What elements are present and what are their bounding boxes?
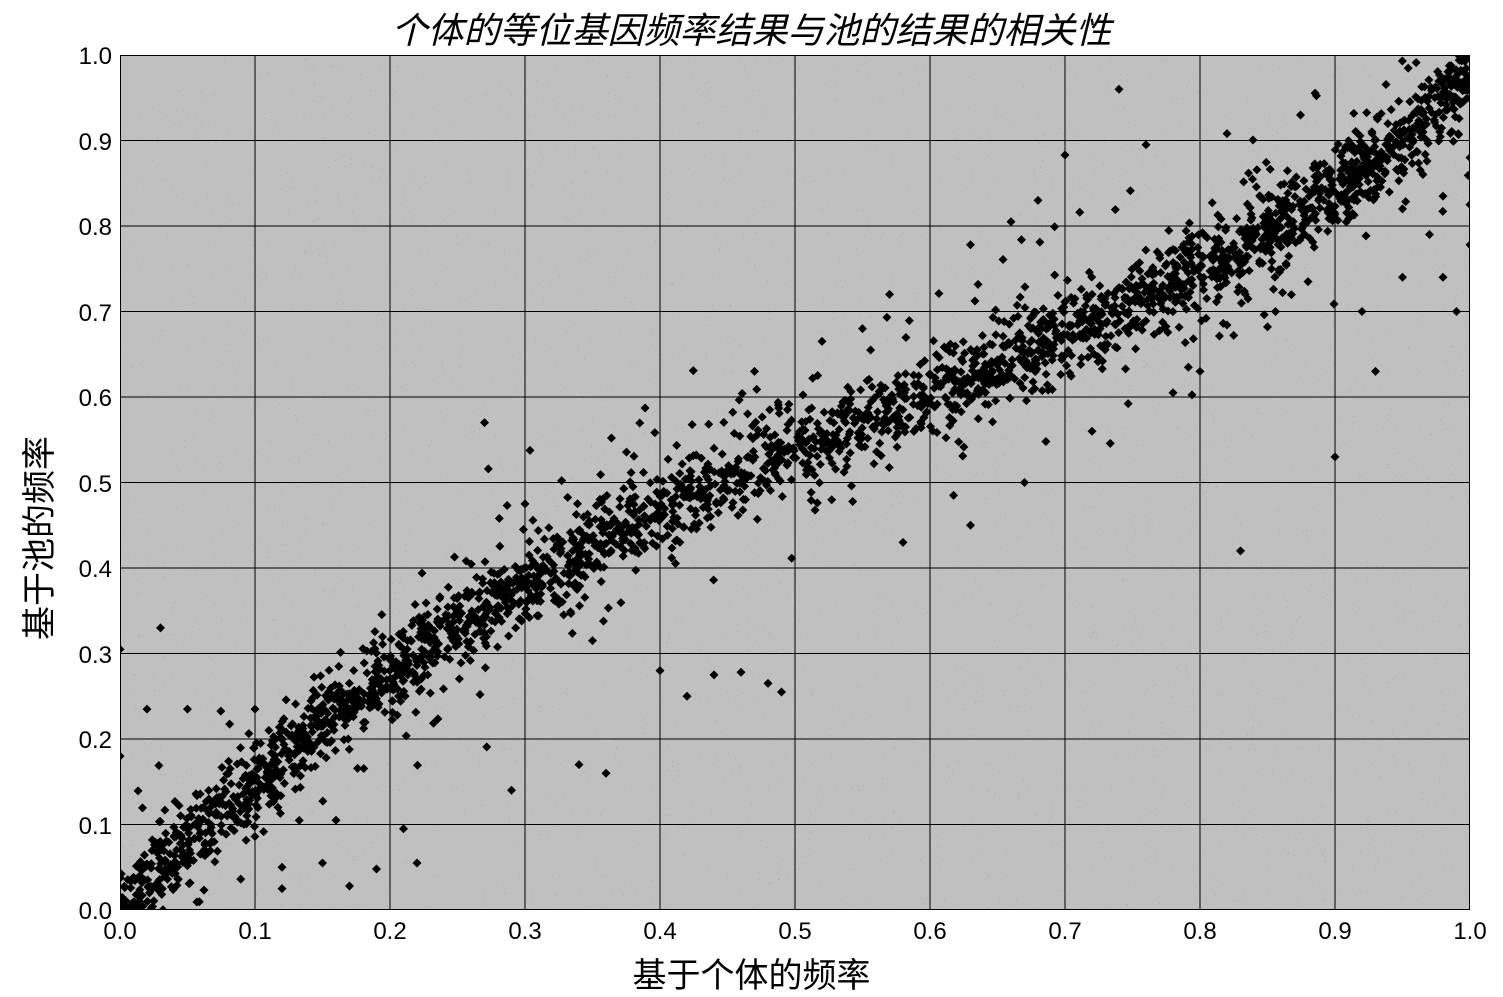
x-axis-label: 基于个体的频率 [0,948,1503,997]
x-tick: 0.2 [360,918,420,946]
y-tick: 0.5 [64,471,112,499]
y-tick: 0.1 [64,813,112,841]
x-tick: 0.1 [225,918,285,946]
x-tick: 0.8 [1170,918,1230,946]
x-tick: 0.7 [1035,918,1095,946]
x-tick: 0.6 [900,918,960,946]
y-tick: 0.9 [64,129,112,157]
x-tick: 0.5 [765,918,825,946]
x-tick: 0.3 [495,918,555,946]
y-tick: 1.0 [64,43,112,71]
x-tick: 0.9 [1305,918,1365,946]
scatter-plot [120,55,1470,910]
y-tick: 0.3 [64,642,112,670]
x-tick: 0.0 [90,918,150,946]
y-tick: 0.4 [64,556,112,584]
y-tick: 0.6 [64,385,112,413]
x-tick: 1.0 [1440,918,1500,946]
chart-title: 个体的等位基因频率结果与池的结果的相关性 [0,2,1503,54]
y-axis-label: 基于池的频率 [12,436,61,640]
y-tick: 0.8 [64,214,112,242]
x-tick: 0.4 [630,918,690,946]
y-tick: 0.2 [64,727,112,755]
y-tick: 0.7 [64,300,112,328]
